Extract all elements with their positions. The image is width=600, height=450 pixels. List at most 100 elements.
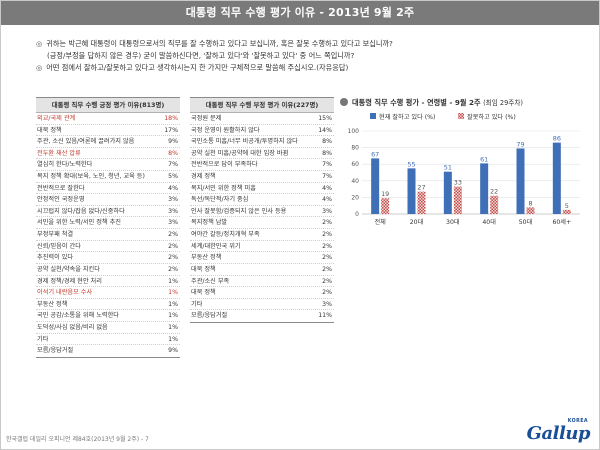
positive-row-value: 1%: [168, 335, 178, 343]
positive-row: 도덕성/사심 없음/비리 없음 1%: [36, 322, 180, 334]
data-label-disapprove: 5: [565, 202, 569, 210]
positive-row-value: 8%: [168, 149, 178, 157]
negative-row-value: 4%: [322, 196, 332, 204]
negative-row-value: 2%: [322, 289, 332, 297]
data-label-approve: 51: [444, 164, 452, 172]
page-title: 대통령 직무 수행 평가 이유 - 2013년 9월 2주: [1, 1, 599, 25]
bullet-icon: ◎: [36, 63, 43, 72]
chart-title: 대통령 직무 수행 평가 - 연령별 - 9월 2주 (최임 29주차): [340, 97, 523, 108]
data-label-disapprove: 27: [417, 184, 425, 192]
y-tick-label: 40: [351, 178, 359, 185]
negative-row-label: 대북 정책: [191, 265, 216, 273]
positive-row-label: 외교/국제 관계: [37, 115, 76, 122]
negative-row: 주관/소신 부족 2%: [190, 276, 334, 288]
positive-row-label: 서민을 위한 노력/서민 정책 추진: [37, 219, 121, 227]
logo-korea-text: KOREA: [567, 419, 588, 424]
legend-swatch-disapprove: [458, 113, 464, 119]
positive-row-label: 대북 정책: [37, 126, 62, 134]
footer-source: 한국갤럽 데일리 오피니언 제84호(2013년 9월 2주) - 7: [6, 436, 149, 443]
negative-row: 복지정책 남발 2%: [190, 217, 334, 230]
positive-row-value: 5%: [168, 173, 178, 181]
question-2: ◎ 어떤 점에서 잘하고/잘못하고 있다고 생각하시는지 한 가지만 구체적으로 …: [36, 63, 349, 72]
bar-disapprove: [381, 198, 390, 214]
negative-row-value: 2%: [322, 219, 332, 227]
bar-approve: [516, 148, 525, 214]
bar-approve: [371, 158, 380, 214]
positive-row-label: 안정적인 국정운영: [37, 196, 85, 204]
positive-row-label: 도덕성/사심 없음/비리 없음: [37, 323, 108, 331]
data-label-approve: 86: [553, 135, 561, 143]
positive-row-value: 9%: [168, 347, 178, 355]
negative-row: 국정 운영이 원활하지 않다 14%: [190, 125, 334, 137]
bullet-icon: ◎: [36, 39, 43, 48]
positive-row-value: 9%: [168, 138, 178, 146]
gallup-logo: KOREA Gallup: [512, 419, 591, 444]
negative-row: 부동산 정책 2%: [190, 252, 334, 264]
legend-swatch-approve: [370, 113, 376, 119]
negative-table-rows: 국정원 문제 15% 국정 운영이 원활하지 않다 14% 국민소통 미흡/너무 비공개…: [190, 113, 334, 323]
negative-row-value: 7%: [322, 173, 332, 181]
positive-row-label: 국민 공감/소통을 위해 노력한다: [37, 312, 119, 320]
positive-row: 대북 정책 17%: [36, 125, 180, 137]
negative-row-label: 부동산 정책: [191, 254, 222, 262]
negative-row-value: 11%: [318, 312, 332, 320]
positive-row: 안정적인 국정운영 3%: [36, 194, 180, 206]
negative-row-label: 여야간 갈등/정치개혁 부족: [191, 231, 260, 239]
positive-row-value: 1%: [168, 323, 178, 331]
positive-row: 전두환 재산 압류 8%: [36, 148, 180, 160]
positive-row-value: 2%: [168, 254, 178, 262]
bar-approve: [407, 168, 416, 214]
positive-row: 부정부패 척결 2%: [36, 229, 180, 241]
bar-disapprove: [453, 186, 462, 214]
positive-row-value: 3%: [168, 196, 178, 204]
positive-row: 주관, 소신 있음/여론에 끌려가지 않음 9%: [36, 136, 180, 148]
x-category-label: 20대: [410, 218, 424, 226]
negative-row-label: 전반적으로 답이 부족하다: [191, 161, 258, 169]
negative-row-label: 인사 잘못함/검증되지 않은 인사 등용: [191, 207, 287, 215]
circle-bullet-icon: [340, 98, 348, 106]
positive-row-label: 전두환 재산 압류: [37, 149, 81, 157]
positive-row-label: 모름/응답거절: [37, 347, 74, 355]
positive-row-value: 2%: [168, 265, 178, 273]
negative-row: 대북 정책 2%: [190, 264, 334, 276]
negative-row-value: 3%: [322, 207, 332, 215]
positive-row: 모름/응답거절 9%: [36, 345, 180, 357]
positive-row-value: 3%: [168, 207, 178, 215]
x-category-label: 40대: [482, 218, 496, 226]
positive-row-label: 신뢰/믿음이 간다: [37, 242, 81, 250]
negative-row-value: 2%: [322, 254, 332, 262]
negative-row: 국민소통 미흡/너무 비공개/투명하지 않다 8%: [190, 136, 334, 148]
negative-row-label: 국정원 문제: [191, 115, 222, 122]
negative-table-header: 대통령 직무 수행 부정 평가 이유(227명): [190, 97, 334, 113]
positive-row: 시끄럽지 않다/잡음 없다/신중하다 3%: [36, 206, 180, 218]
negative-row-value: 2%: [322, 231, 332, 239]
negative-row-value: 15%: [318, 115, 332, 122]
x-category-label: 60세+: [552, 218, 571, 226]
negative-row: 모름/응답거절 11%: [190, 310, 334, 322]
data-label-disapprove: 8: [528, 199, 532, 207]
positive-row: 공약 실천/약속을 지킨다 2%: [36, 264, 180, 276]
bar-disapprove: [562, 209, 571, 214]
positive-row-label: 복지 정책 확대(보육, 노인, 청년, 교육 등): [37, 173, 145, 181]
positive-row-value: 1%: [168, 277, 178, 285]
positive-row-label: 부정부패 척결: [37, 231, 74, 239]
negative-row: 독선/독단적/자기 중심 4%: [190, 194, 334, 206]
negative-row: 여야간 갈등/정치개혁 부족 2%: [190, 229, 334, 241]
positive-reasons-table: 대통령 직무 수행 긍정 평가 이유(813명) 외교/국제 관계 18% 대북 정…: [36, 97, 180, 358]
x-category-label: 30대: [446, 218, 460, 226]
negative-row-value: 2%: [322, 265, 332, 273]
negative-row-value: 14%: [318, 126, 332, 134]
positive-table-rows: 외교/국제 관계 18% 대북 정책 17% 주관, 소신 있음/여론에 끌려가지 않음…: [36, 113, 180, 358]
negative-row-value: 4%: [322, 184, 332, 192]
positive-row-value: 2%: [168, 242, 178, 250]
negative-row-label: 국민소통 미흡/너무 비공개/투명하지 않다: [191, 138, 298, 146]
question-1: ◎ 귀하는 박근혜 대통령이 대통령으로서의 직무를 잘 수행하고 있다고 보십니…: [36, 39, 393, 48]
negative-row: 국정원 문제 15%: [190, 113, 334, 125]
negative-row-label: 세계/대한민국 위기: [191, 242, 241, 250]
negative-row-value: 3%: [322, 300, 332, 308]
positive-row-label: 전반적으로 잘한다: [37, 184, 85, 192]
negative-row-label: 기타: [191, 300, 203, 308]
y-tick-label: 60: [351, 161, 359, 168]
bar-disapprove: [490, 195, 499, 214]
negative-row-value: 7%: [322, 161, 332, 169]
